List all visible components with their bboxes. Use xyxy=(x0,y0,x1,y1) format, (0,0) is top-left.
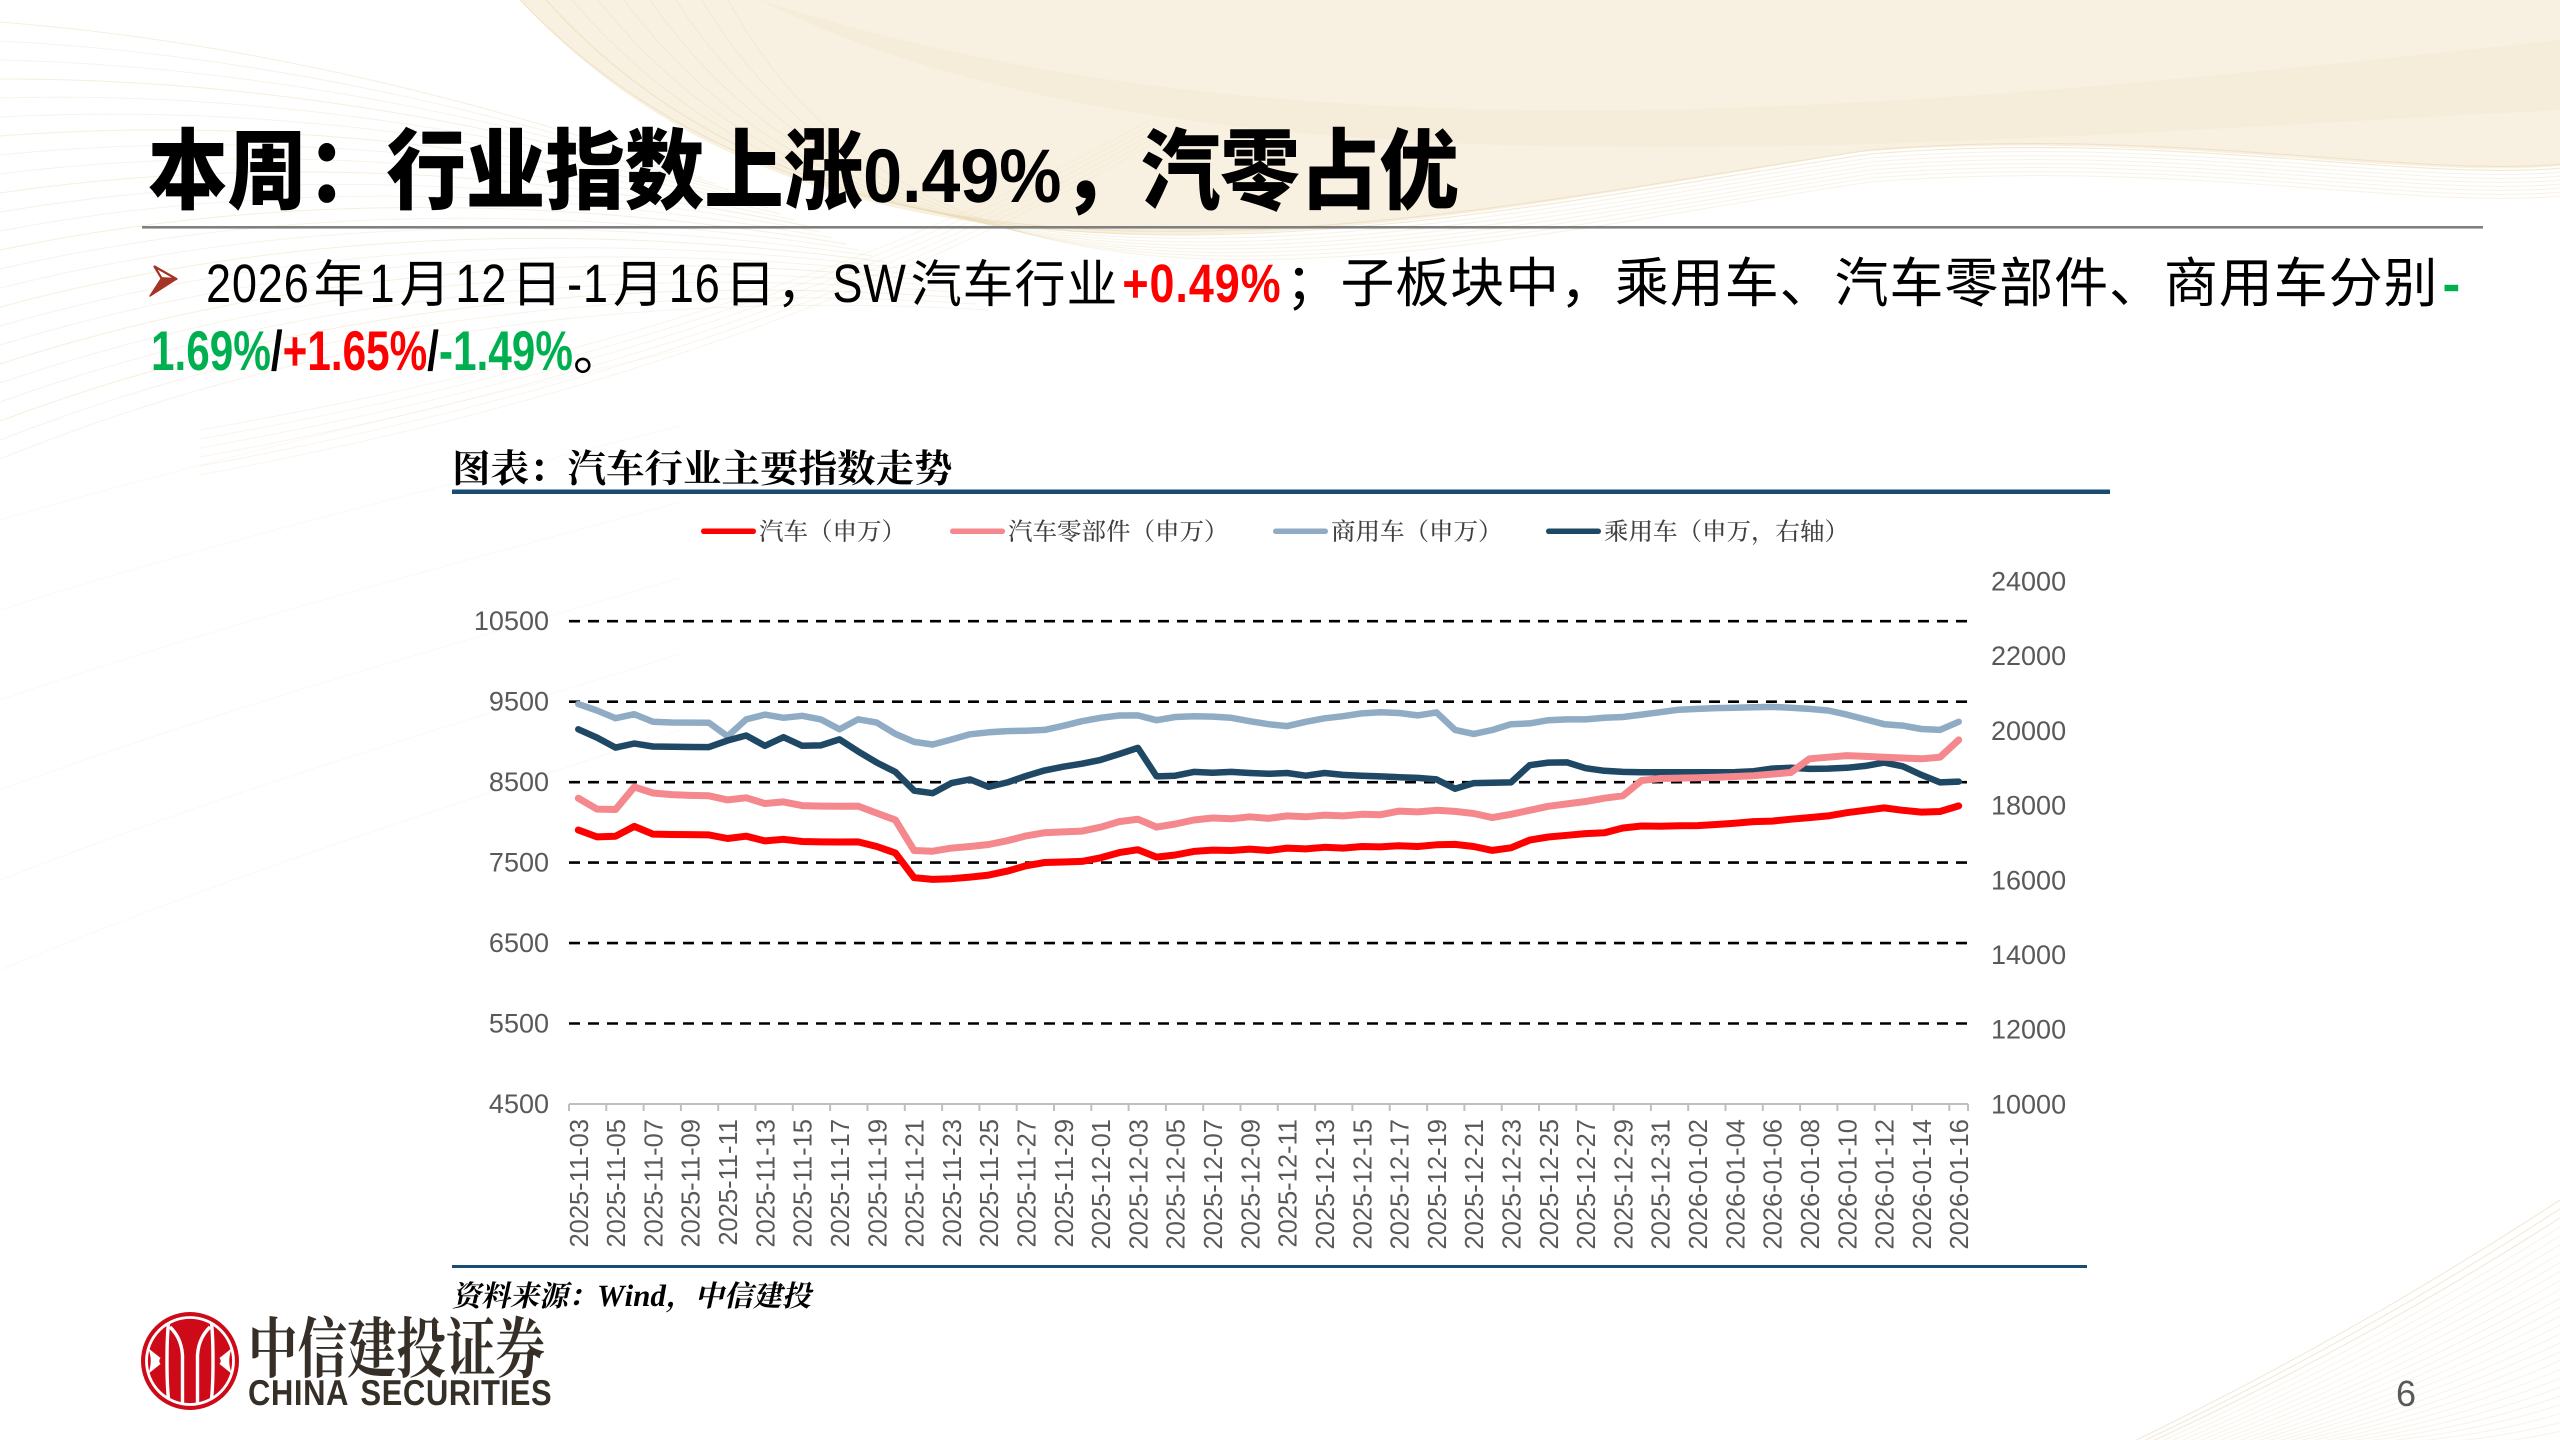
svg-text:2025-11-15: 2025-11-15 xyxy=(790,1119,818,1248)
svg-text:2025-11-03: 2025-11-03 xyxy=(566,1119,594,1248)
svg-text:18000: 18000 xyxy=(1991,791,2066,821)
svg-text:2025-11-19: 2025-11-19 xyxy=(864,1119,892,1248)
svg-text:16000: 16000 xyxy=(1991,865,2066,895)
svg-text:2025-12-11: 2025-12-11 xyxy=(1275,1119,1303,1248)
svg-text:10000: 10000 xyxy=(1991,1089,2066,1119)
svg-text:2025-11-07: 2025-11-07 xyxy=(640,1119,668,1248)
svg-text:6500: 6500 xyxy=(489,928,549,958)
svg-text:20000: 20000 xyxy=(1991,716,2066,746)
svg-text:7500: 7500 xyxy=(489,848,549,878)
svg-text:24000: 24000 xyxy=(1991,566,2066,596)
svg-text:6: 6 xyxy=(2396,1373,2416,1414)
svg-text:2025-12-27: 2025-12-27 xyxy=(1573,1119,1601,1249)
svg-text:2025-12-25: 2025-12-25 xyxy=(1536,1119,1564,1249)
svg-text:2026-01-16: 2026-01-16 xyxy=(1946,1119,1974,1249)
svg-text:2025-11-17: 2025-11-17 xyxy=(827,1119,855,1248)
svg-text:2025-11-13: 2025-11-13 xyxy=(752,1119,780,1248)
svg-text:9500: 9500 xyxy=(489,687,549,717)
svg-text:2025-11-29: 2025-11-29 xyxy=(1051,1119,1079,1248)
svg-text:2025-12-05: 2025-12-05 xyxy=(1163,1119,1191,1249)
svg-text:2025-11-23: 2025-11-23 xyxy=(939,1119,967,1248)
svg-text:2026-01-14: 2026-01-14 xyxy=(1909,1119,1937,1249)
svg-text:2025-12-01: 2025-12-01 xyxy=(1088,1119,1116,1249)
svg-text:2025-12-17: 2025-12-17 xyxy=(1387,1119,1415,1249)
svg-text:5500: 5500 xyxy=(489,1009,549,1039)
svg-text:2025-11-11: 2025-11-11 xyxy=(715,1119,743,1246)
svg-text:2025-12-23: 2025-12-23 xyxy=(1499,1119,1527,1249)
svg-text:2026-01-02: 2026-01-02 xyxy=(1685,1119,1713,1249)
svg-text:12000: 12000 xyxy=(1991,1015,2066,1045)
svg-text:2025-11-09: 2025-11-09 xyxy=(678,1119,706,1248)
svg-text:2026-01-06: 2026-01-06 xyxy=(1760,1119,1788,1249)
svg-text:2025-12-03: 2025-12-03 xyxy=(1125,1119,1153,1249)
svg-text:2026-01-10: 2026-01-10 xyxy=(1834,1119,1862,1249)
svg-text:2025-11-05: 2025-11-05 xyxy=(603,1119,631,1248)
svg-text:2025-12-29: 2025-12-29 xyxy=(1610,1119,1638,1249)
svg-text:2025-12-19: 2025-12-19 xyxy=(1424,1119,1452,1249)
svg-text:2025-11-21: 2025-11-21 xyxy=(902,1119,930,1248)
svg-text:4500: 4500 xyxy=(489,1089,549,1119)
svg-text:2025-12-21: 2025-12-21 xyxy=(1461,1119,1489,1249)
svg-text:22000: 22000 xyxy=(1991,641,2066,671)
svg-text:2025-12-07: 2025-12-07 xyxy=(1200,1119,1228,1249)
svg-text:8500: 8500 xyxy=(489,767,549,797)
svg-text:2025-11-27: 2025-11-27 xyxy=(1014,1119,1042,1248)
svg-text:2026-01-08: 2026-01-08 xyxy=(1797,1119,1825,1249)
svg-text:2025-12-15: 2025-12-15 xyxy=(1349,1119,1377,1249)
svg-text:2025-11-25: 2025-11-25 xyxy=(976,1119,1004,1248)
svg-text:10500: 10500 xyxy=(474,606,549,636)
svg-text:2025-12-09: 2025-12-09 xyxy=(1237,1119,1265,1249)
svg-text:2026-01-12: 2026-01-12 xyxy=(1872,1119,1900,1249)
svg-text:14000: 14000 xyxy=(1991,940,2066,970)
svg-text:2025-12-31: 2025-12-31 xyxy=(1648,1119,1676,1249)
svg-text:2025-12-13: 2025-12-13 xyxy=(1312,1119,1340,1249)
svg-text:2026-01-04: 2026-01-04 xyxy=(1722,1119,1750,1249)
